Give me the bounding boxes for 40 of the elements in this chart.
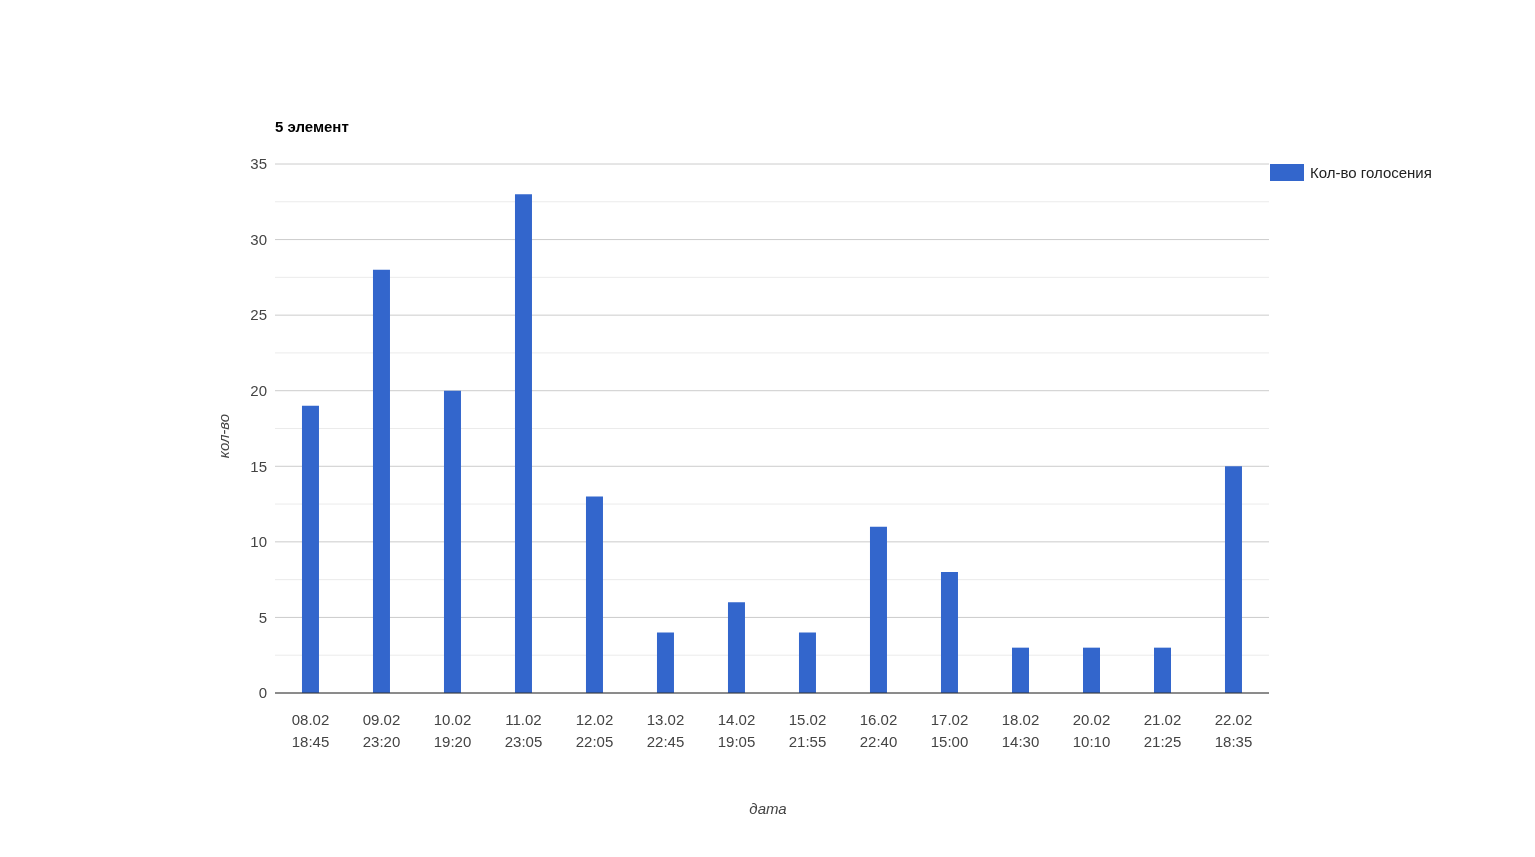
x-tick-label: 17.02 15:00: [930, 711, 969, 750]
x-tick-label: 10.02 19:20: [433, 711, 472, 750]
y-tick-label: 15: [250, 457, 267, 475]
x-tick-label: 13.02 22:45: [646, 711, 685, 750]
bar: [1082, 647, 1100, 693]
x-tick-label: 09.02 23:20: [362, 711, 401, 750]
chart-title: 5 элемент: [275, 118, 349, 135]
y-tick-label: 35: [250, 155, 267, 173]
bar: [869, 526, 887, 693]
x-tick-label: 21.02 21:25: [1143, 711, 1182, 750]
bar: [301, 405, 319, 693]
bar: [514, 194, 532, 693]
x-tick-label: 18.02 14:30: [1001, 711, 1040, 750]
x-tick-label: 16.02 22:40: [859, 711, 898, 750]
y-axis-title: кол-во: [214, 413, 232, 459]
bar: [1011, 647, 1029, 693]
x-axis-title: дата: [749, 800, 787, 817]
bar: [585, 496, 603, 693]
x-tick-label: 08.02 18:45: [291, 711, 330, 750]
bar: [798, 632, 816, 693]
x-tick-label: 12.02 22:05: [575, 711, 614, 750]
y-tick-label: 5: [258, 608, 267, 626]
x-tick-label: 15.02 21:55: [788, 711, 827, 750]
x-tick-label: 20.02 10:10: [1072, 711, 1111, 750]
y-tick-label: 0: [258, 684, 267, 702]
y-tick-label: 10: [250, 533, 267, 551]
legend-label: Кол-во голосения: [1310, 164, 1432, 181]
bar: [443, 390, 461, 693]
bar: [372, 269, 390, 693]
x-tick-label: 22.02 18:35: [1214, 711, 1253, 750]
y-tick-label: 30: [250, 230, 267, 248]
x-tick-label: 11.02 23:05: [504, 711, 543, 750]
y-tick-label: 25: [250, 306, 267, 324]
y-tick-label: 20: [250, 382, 267, 400]
bar: [727, 602, 745, 693]
bar: [656, 632, 674, 693]
x-tick-label: 14.02 19:05: [717, 711, 756, 750]
bar: [1224, 466, 1242, 693]
bar: [1153, 647, 1171, 693]
bar: [940, 572, 958, 693]
